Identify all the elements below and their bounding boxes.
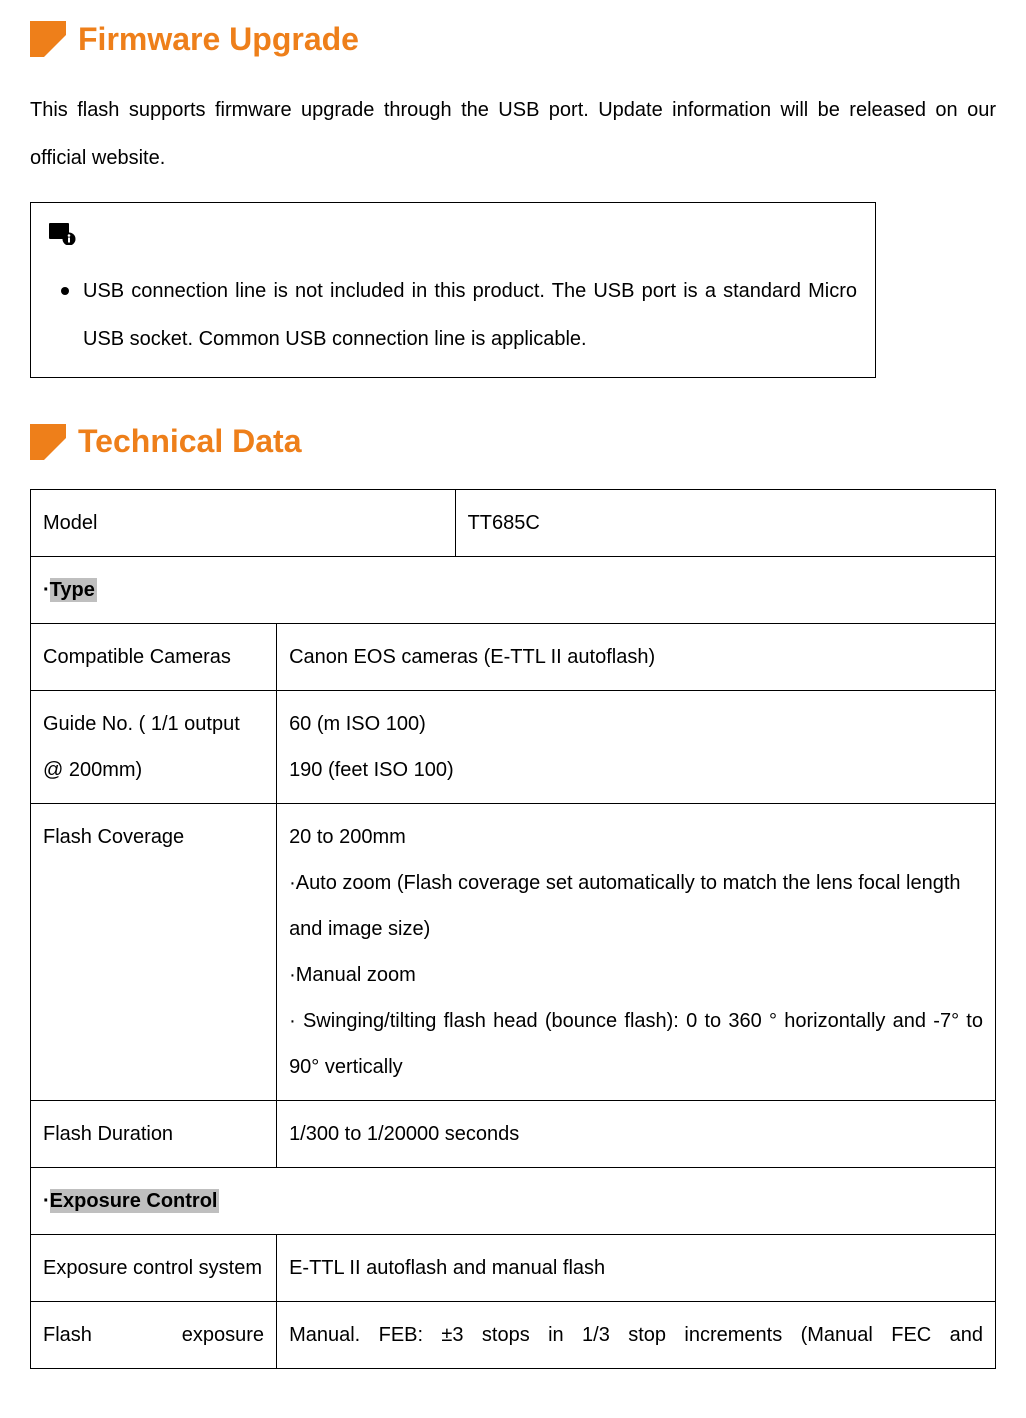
cell-line: 60 (m ISO 100) [289, 701, 983, 747]
cell-label: Flash exposure [31, 1301, 277, 1368]
table-row-category: ·Type [31, 556, 996, 623]
cell-value: 60 (m ISO 100) 190 (feet ISO 100) [277, 690, 996, 803]
cell-line: ·Manual zoom [289, 952, 983, 998]
note-text: USB connection line is not included in t… [83, 267, 857, 363]
cell-label-part: exposure [182, 1324, 264, 1346]
category-label: Type [50, 578, 97, 602]
table-row: Flash Coverage 20 to 200mm ·Auto zoom (F… [31, 803, 996, 1100]
section-bullet-icon [30, 424, 66, 460]
cell-line: · Swinging/tilting flash head (bounce fl… [289, 998, 983, 1090]
info-icon [49, 223, 77, 245]
note-box: USB connection line is not included in t… [30, 202, 876, 378]
cell-label: Guide No. ( 1/1 output @ 200mm) [31, 690, 277, 803]
cell-value: 1/300 to 1/20000 seconds [277, 1100, 996, 1167]
cell-label: Flash Duration [31, 1100, 277, 1167]
note-item: USB connection line is not included in t… [49, 267, 857, 363]
cell-category: ·Exposure Control [31, 1167, 996, 1234]
cell-model-label: Model [31, 489, 456, 556]
spec-table: Model TT685C ·Type [30, 489, 996, 624]
cell-label: Exposure control system [31, 1234, 277, 1301]
cell-line: ·Auto zoom (Flash coverage set automatic… [289, 860, 983, 952]
cell-category: ·Type [31, 556, 996, 623]
section-heading-firmware: Firmware Upgrade [30, 4, 996, 74]
table-row: Flash Duration 1/300 to 1/20000 seconds [31, 1100, 996, 1167]
cell-model-value: TT685C [455, 489, 995, 556]
table-row: Flash exposure Manual. FEB: ±3 stops in … [31, 1301, 996, 1368]
section-title: Technical Data [78, 406, 301, 476]
table-row: Exposure control system E-TTL II autofla… [31, 1234, 996, 1301]
cell-value: Canon EOS cameras (E-TTL II autoflash) [277, 623, 996, 690]
table-row: Guide No. ( 1/1 output @ 200mm) 60 (m IS… [31, 690, 996, 803]
section-heading-techdata: Technical Data [30, 406, 996, 476]
table-row: Compatible Cameras Canon EOS cameras (E-… [31, 623, 996, 690]
table-row-category: ·Exposure Control [31, 1167, 996, 1234]
section-bullet-icon [30, 21, 66, 57]
bullet-icon [61, 287, 69, 295]
category-label: Exposure Control [50, 1189, 220, 1213]
cell-value: Manual. FEB: ±3 stops in 1/3 stop increm… [277, 1301, 996, 1368]
cell-label: Flash Coverage [31, 803, 277, 1100]
cell-value: 20 to 200mm ·Auto zoom (Flash coverage s… [277, 803, 996, 1100]
cell-line: 190 (feet ISO 100) [289, 747, 983, 793]
firmware-body-text: This flash supports firmware upgrade thr… [30, 86, 996, 182]
table-row: Model TT685C [31, 489, 996, 556]
section-title: Firmware Upgrade [78, 4, 359, 74]
spec-table-type: Compatible Cameras Canon EOS cameras (E-… [30, 623, 996, 1369]
cell-line: 20 to 200mm [289, 814, 983, 860]
cell-label: Compatible Cameras [31, 623, 277, 690]
cell-value: E-TTL II autoflash and manual flash [277, 1234, 996, 1301]
cell-label-part: Flash [43, 1324, 92, 1346]
